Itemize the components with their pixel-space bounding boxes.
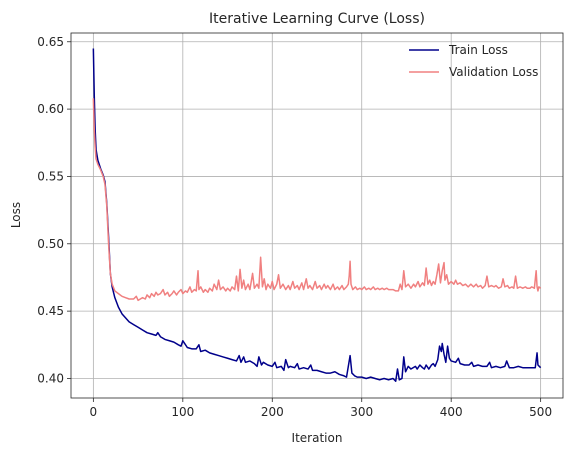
y-axis: 0.40 0.45 0.50 0.55 0.60 0.65: [37, 35, 71, 385]
x-tick-label: 0: [90, 405, 98, 419]
legend-label-train-loss: Train Loss: [448, 43, 508, 57]
x-tick-label: 500: [529, 405, 552, 419]
y-tick-label: 0.45: [37, 304, 64, 318]
x-tick-label: 400: [440, 405, 463, 419]
x-tick-label: 100: [171, 405, 194, 419]
grid: [71, 33, 563, 398]
legend: Train Loss Validation Loss: [409, 43, 538, 79]
x-axis: 0 100 200 300 400 500: [90, 398, 552, 419]
train-loss-line: [92, 48, 542, 382]
y-tick-label: 0.50: [37, 237, 64, 251]
y-tick-label: 0.55: [37, 169, 64, 183]
y-tick-label: 0.65: [37, 35, 64, 49]
x-tick-label: 200: [261, 405, 284, 419]
y-tick-label: 0.60: [37, 102, 64, 116]
plot-frame: [70, 32, 564, 399]
y-axis-label: Loss: [9, 202, 23, 228]
validation-loss-line: [92, 98, 542, 302]
legend-label-validation-loss: Validation Loss: [449, 65, 538, 79]
y-tick-label: 0.40: [37, 371, 64, 385]
x-tick-label: 300: [350, 405, 373, 419]
series-layer: [92, 48, 542, 382]
x-axis-label: Iteration: [292, 431, 343, 445]
chart-title: Iterative Learning Curve (Loss): [209, 11, 425, 27]
